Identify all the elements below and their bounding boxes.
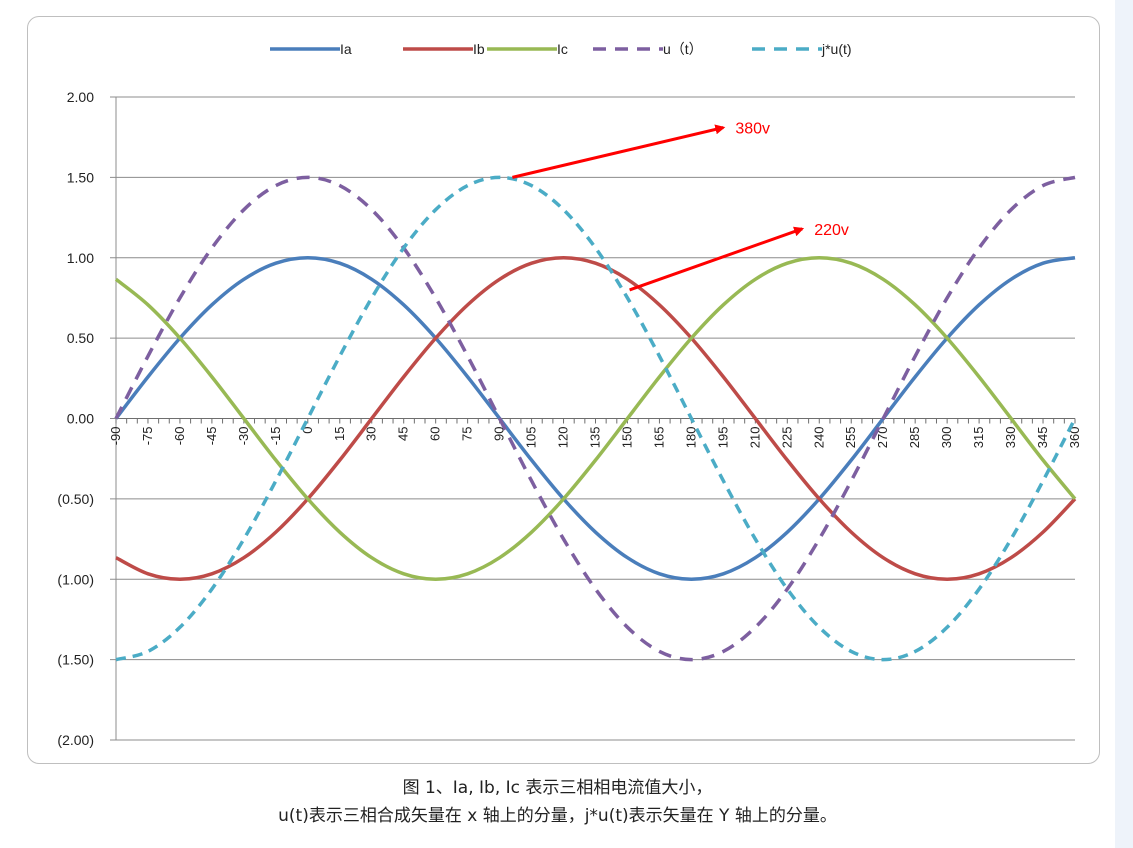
y-tick-label: 0.50 bbox=[67, 330, 94, 346]
x-tick-label: 150 bbox=[619, 427, 634, 449]
annotation-label: 380v bbox=[735, 121, 770, 138]
x-tick-label: 30 bbox=[364, 427, 379, 441]
x-tick-label: 0 bbox=[300, 427, 315, 434]
x-tick-label: -75 bbox=[140, 427, 155, 446]
x-tick-label: 165 bbox=[651, 427, 666, 449]
x-tick-label: -90 bbox=[108, 427, 123, 446]
x-tick-label: 330 bbox=[1003, 427, 1018, 449]
x-tick-label: -30 bbox=[236, 427, 251, 446]
chart-area bbox=[27, 16, 1100, 764]
series-line-0 bbox=[114, 255, 1076, 582]
x-tick-label: -15 bbox=[268, 427, 283, 446]
x-tick-label: 120 bbox=[556, 427, 571, 449]
y-tick-label: 1.00 bbox=[67, 250, 94, 266]
series-line-1 bbox=[115, 255, 1077, 582]
y-tick-label: (0.50) bbox=[57, 491, 94, 507]
series-line-4 bbox=[115, 175, 1077, 662]
x-tick-label: 60 bbox=[428, 427, 443, 441]
y-tick-label: 2.00 bbox=[67, 89, 94, 105]
x-tick-label: 180 bbox=[683, 427, 698, 449]
x-tick-label: 240 bbox=[811, 427, 826, 449]
x-tick-label: 300 bbox=[939, 427, 954, 449]
x-tick-label: 75 bbox=[460, 427, 475, 441]
x-tick-label: 15 bbox=[332, 427, 347, 441]
x-tick-label: 135 bbox=[588, 427, 603, 449]
legend-label-2: Ic bbox=[557, 41, 568, 57]
x-tick-label: 315 bbox=[971, 427, 986, 449]
grid-lines bbox=[116, 96, 1075, 741]
x-tick-label: 345 bbox=[1035, 427, 1050, 449]
annotation-arrow bbox=[512, 124, 726, 179]
y-tick-label: 0.00 bbox=[67, 411, 94, 427]
y-tick-label: (1.50) bbox=[57, 652, 94, 668]
x-tick-label: 225 bbox=[779, 427, 794, 449]
x-tick-label: -45 bbox=[204, 427, 219, 446]
legend: Ia Ib Ic u（t） j*u(t) bbox=[270, 41, 852, 57]
annotation-label: 220v bbox=[814, 222, 849, 239]
caption-line-2: u(t)表示三相合成矢量在 x 轴上的分量，j*u(t)表示矢量在 Y 轴上的分… bbox=[278, 806, 837, 826]
x-tick-label: 360 bbox=[1067, 427, 1082, 449]
x-tick-label: 210 bbox=[747, 427, 762, 449]
x-tick-label: 45 bbox=[396, 427, 411, 441]
caption-line-1: 图 1、Ia, Ib, Ic 表示三相相电流值大小， bbox=[402, 778, 713, 798]
x-tick-label: -60 bbox=[172, 427, 187, 446]
axes: 2.00 1.50 1.00 0.50 0.00 (0.50) (1.00) (1.50) (2… bbox=[57, 89, 1082, 748]
figure-caption: 图 1、Ia, Ib, Ic 表示三相相电流值大小， u(t)表示三相合成矢量在… bbox=[0, 774, 1115, 830]
legend-label-3: u（t） bbox=[663, 41, 703, 57]
legend-label-4: j*u(t) bbox=[821, 41, 852, 57]
x-tick-label: 255 bbox=[843, 427, 858, 449]
x-tick-label: 195 bbox=[715, 427, 730, 449]
legend-label-0: Ia bbox=[340, 41, 352, 57]
series-line-3 bbox=[114, 175, 1076, 662]
line-chart: 2.00 1.50 1.00 0.50 0.00 (0.50) (1.00) (1.50) (2… bbox=[57, 41, 1082, 748]
side-panel-strip bbox=[1115, 0, 1133, 848]
y-tick-label: (2.00) bbox=[57, 732, 94, 748]
series-line-2 bbox=[114, 255, 1077, 582]
y-tick-label: 1.50 bbox=[67, 169, 94, 185]
series-lines bbox=[114, 175, 1077, 662]
x-tick-label: 285 bbox=[907, 427, 922, 449]
x-tick-label: 90 bbox=[492, 427, 507, 441]
annotations: 380v 220v bbox=[512, 121, 849, 292]
x-tick-label: 105 bbox=[524, 427, 539, 449]
legend-label-1: Ib bbox=[473, 41, 485, 57]
annotation-arrow bbox=[629, 226, 805, 292]
y-tick-label: (1.00) bbox=[57, 571, 94, 587]
x-tick-label: 270 bbox=[875, 427, 890, 449]
